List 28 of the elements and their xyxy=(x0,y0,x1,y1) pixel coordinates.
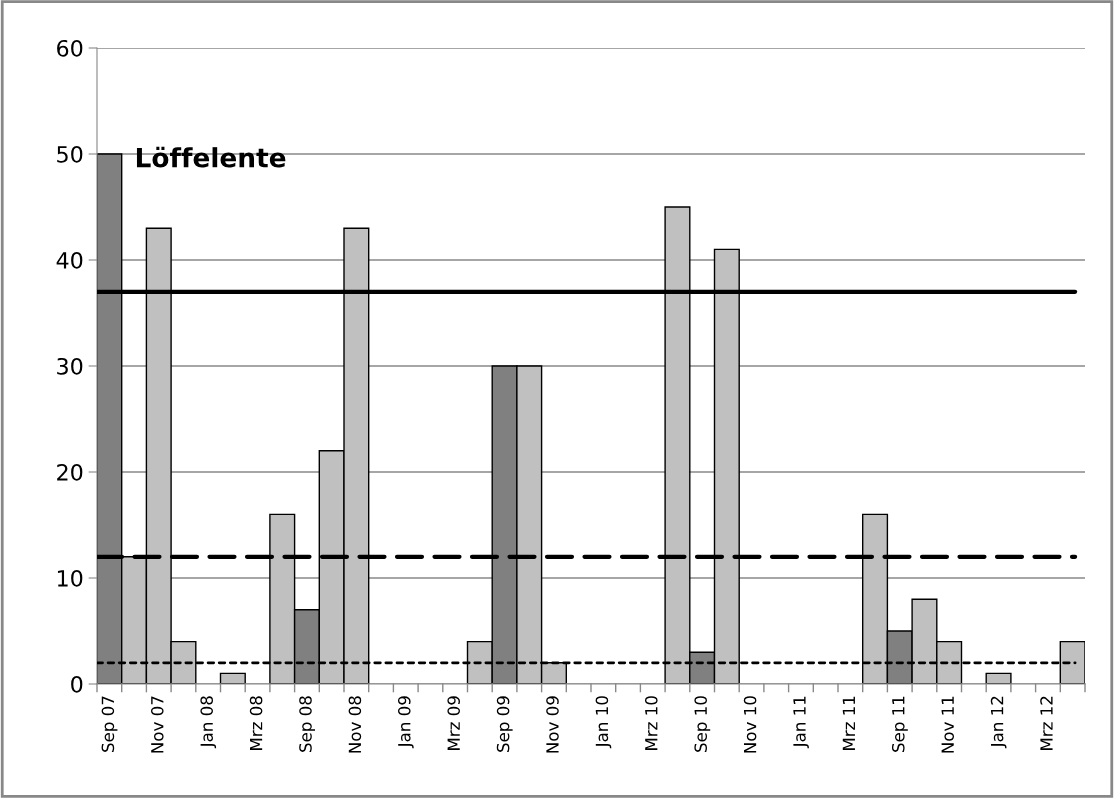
x-tick-label: Nov 11 xyxy=(941,696,954,753)
x-tick-label: Mrz 12 xyxy=(1040,696,1053,750)
y-tick-label: 40 xyxy=(56,251,83,269)
x-tick-label: Sep 10 xyxy=(694,696,711,752)
x-tick-label: Jan 08 xyxy=(200,696,217,749)
x-tick-label: Nov 07 xyxy=(150,696,164,753)
x-tick-label: Sep 11 xyxy=(891,696,908,752)
x-tick-label: Sep 09 xyxy=(496,696,513,752)
x-tick-label: Sep 08 xyxy=(299,696,316,752)
y-tick-label: 50 xyxy=(57,145,83,163)
x-tick-label: Nov 08 xyxy=(348,696,362,753)
text: Löffelente xyxy=(136,146,286,168)
x-tick-label: Mrz 09 xyxy=(447,696,460,750)
x-tick-label: Jan 11 xyxy=(793,696,809,749)
x-tick-label: Jan 10 xyxy=(595,696,612,749)
x-tick-label: Jan 12 xyxy=(990,696,1007,749)
x-tick-label: Mrz 11 xyxy=(842,696,855,750)
x-tick-label: Nov 09 xyxy=(546,696,559,753)
x-tick-label: Mrz 08 xyxy=(249,696,263,750)
y-tick-label: 30 xyxy=(57,357,83,375)
x-tick-label: Nov 10 xyxy=(743,696,757,753)
x-tick-label: Jan 09 xyxy=(397,696,414,749)
y-tick-label: 20 xyxy=(57,463,83,481)
x-tick-label: Mrz 10 xyxy=(644,696,658,750)
y-tick-label: 0 xyxy=(71,675,83,693)
y-tick-label: 60 xyxy=(57,39,83,57)
y-tick-label: 10 xyxy=(57,569,83,587)
x-tick-label: Sep 07 xyxy=(101,696,118,752)
